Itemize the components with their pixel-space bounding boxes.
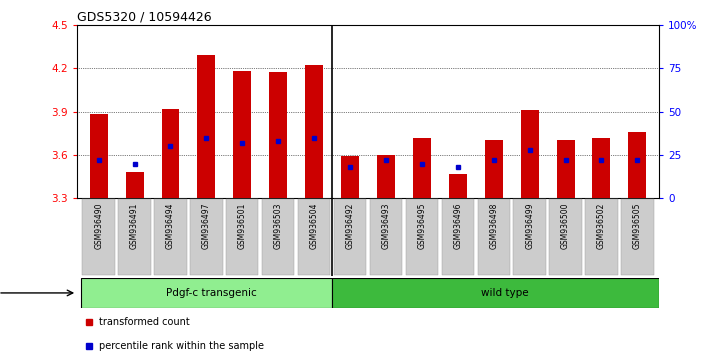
Text: GSM936499: GSM936499: [525, 202, 534, 249]
FancyBboxPatch shape: [154, 199, 186, 275]
Bar: [377, 155, 395, 198]
Bar: [198, 55, 215, 198]
FancyBboxPatch shape: [298, 199, 330, 275]
Bar: [449, 174, 467, 198]
FancyBboxPatch shape: [190, 199, 223, 275]
Bar: [413, 137, 431, 198]
Text: wild type: wild type: [481, 288, 529, 298]
FancyBboxPatch shape: [585, 199, 618, 275]
Text: GSM936498: GSM936498: [489, 202, 498, 249]
Bar: [557, 141, 575, 198]
Text: GSM936501: GSM936501: [238, 202, 247, 249]
FancyBboxPatch shape: [550, 199, 582, 275]
FancyBboxPatch shape: [81, 278, 332, 308]
FancyBboxPatch shape: [514, 199, 546, 275]
Text: GSM936490: GSM936490: [94, 202, 103, 249]
Bar: [592, 137, 611, 198]
Text: GSM936496: GSM936496: [454, 202, 463, 249]
Text: GSM936504: GSM936504: [310, 202, 319, 249]
Bar: [485, 141, 503, 198]
FancyBboxPatch shape: [118, 199, 151, 275]
FancyBboxPatch shape: [83, 199, 115, 275]
Text: GSM936503: GSM936503: [273, 202, 283, 249]
FancyBboxPatch shape: [332, 278, 659, 308]
FancyBboxPatch shape: [477, 199, 510, 275]
FancyBboxPatch shape: [370, 199, 402, 275]
Text: GSM936491: GSM936491: [130, 202, 139, 249]
Bar: [341, 156, 359, 198]
FancyBboxPatch shape: [621, 199, 653, 275]
Text: GDS5320 / 10594426: GDS5320 / 10594426: [77, 11, 212, 24]
FancyBboxPatch shape: [262, 199, 294, 275]
Text: GSM936497: GSM936497: [202, 202, 211, 249]
Bar: [269, 73, 287, 198]
FancyBboxPatch shape: [406, 199, 438, 275]
Bar: [233, 71, 251, 198]
Text: GSM936500: GSM936500: [561, 202, 570, 249]
Bar: [125, 172, 144, 198]
Text: Pdgf-c transgenic: Pdgf-c transgenic: [166, 288, 257, 298]
FancyBboxPatch shape: [226, 199, 259, 275]
Bar: [90, 114, 108, 198]
Bar: [305, 65, 323, 198]
Text: GSM936495: GSM936495: [417, 202, 426, 249]
Text: GSM936505: GSM936505: [633, 202, 642, 249]
FancyBboxPatch shape: [442, 199, 474, 275]
Text: transformed count: transformed count: [100, 317, 190, 327]
Bar: [628, 132, 646, 198]
Text: GSM936492: GSM936492: [346, 202, 355, 249]
Bar: [521, 110, 538, 198]
Bar: [161, 109, 179, 198]
Text: GSM936502: GSM936502: [597, 202, 606, 249]
Text: GSM936493: GSM936493: [381, 202, 390, 249]
FancyBboxPatch shape: [334, 199, 366, 275]
Text: GSM936494: GSM936494: [166, 202, 175, 249]
Text: percentile rank within the sample: percentile rank within the sample: [100, 341, 264, 350]
